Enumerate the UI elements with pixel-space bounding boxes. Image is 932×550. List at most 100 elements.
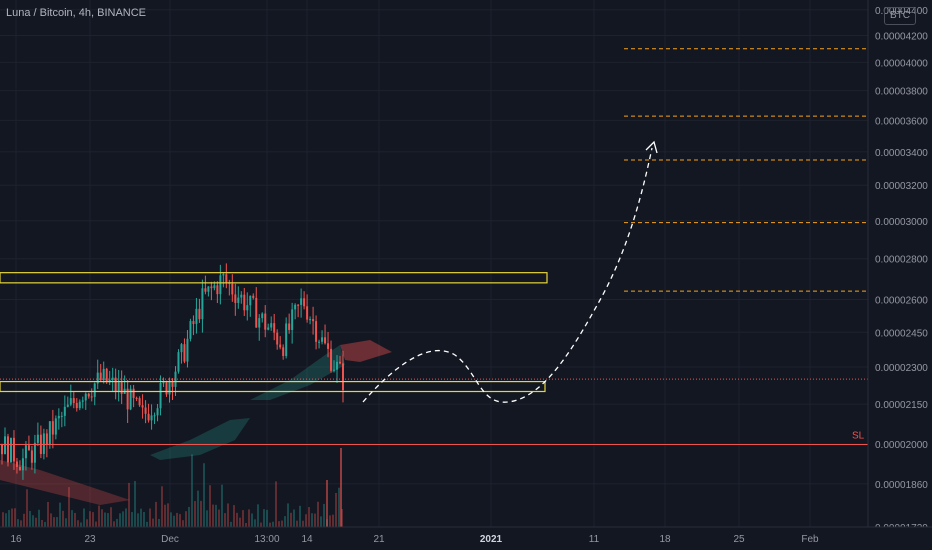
volume-bar <box>230 521 232 527</box>
volume-bar <box>38 509 40 527</box>
price-tick-label: 0.00001860 <box>875 480 928 491</box>
candle-body <box>48 421 51 445</box>
volume-bar <box>17 519 19 527</box>
volume-bar <box>116 518 118 527</box>
candle-body <box>291 309 294 330</box>
volume-bar <box>320 516 322 527</box>
volume-bar <box>143 511 145 527</box>
volume-bar <box>164 504 166 527</box>
resistance-zone <box>0 272 548 284</box>
volume-bar <box>197 490 199 527</box>
volume-bar <box>218 509 220 527</box>
candle-body <box>171 381 174 387</box>
candle-body <box>198 308 201 320</box>
volume-bar <box>305 514 307 527</box>
volume-bar <box>23 513 25 527</box>
volume-bar <box>284 516 286 527</box>
price-tick-label: 0.00003000 <box>875 217 928 228</box>
candle-body <box>21 458 24 471</box>
volume-bar <box>173 515 175 527</box>
candle-body <box>285 323 288 356</box>
time-tick-label: 13:00 <box>254 534 279 545</box>
candle-body <box>207 286 210 292</box>
volume-bar <box>122 511 124 527</box>
candle-body <box>210 286 213 289</box>
volume-bar <box>155 501 157 527</box>
volume-bar <box>233 505 235 527</box>
candle-body <box>279 344 282 348</box>
candle-body <box>66 404 69 407</box>
candle-body <box>213 285 216 289</box>
volume-bar <box>281 520 283 527</box>
candle-body <box>324 337 327 344</box>
candle-body <box>1 443 3 455</box>
volume-bar <box>242 510 244 527</box>
candle-body <box>204 288 207 292</box>
time-scale[interactable]: 16 23 Dec 13:00 14 21 2021 11 18 25 Feb <box>0 526 932 550</box>
price-tick-label: 0.00003600 <box>875 116 928 127</box>
volume-bar <box>104 512 106 527</box>
candle-body <box>183 344 186 362</box>
candle-body <box>273 323 276 333</box>
candle-body <box>90 396 93 398</box>
volume-bars <box>2 448 343 527</box>
candle-body <box>186 338 189 362</box>
volume-bar <box>29 510 31 527</box>
volume-bar <box>56 517 58 527</box>
volume-bar <box>131 512 133 527</box>
time-tick-label: 2021 <box>480 534 503 545</box>
price-tick-label: 0.00002600 <box>875 296 928 307</box>
volume-bar <box>176 512 178 527</box>
candle-body <box>63 406 66 416</box>
time-tick-label: Dec <box>161 534 179 545</box>
volume-bar <box>296 520 298 527</box>
volume-bar <box>239 517 241 527</box>
candle-body <box>69 398 72 405</box>
price-tick-label: 0.00002150 <box>875 400 928 411</box>
candle-body <box>24 445 27 459</box>
candle-body <box>147 413 150 421</box>
price-tick-label: 0.00002450 <box>875 328 928 339</box>
volume-bar <box>161 486 163 527</box>
volume-bar <box>209 485 211 527</box>
price-tick-label: 0.00003400 <box>875 148 928 159</box>
candle-body <box>261 313 264 319</box>
candle-body <box>78 401 81 409</box>
volume-bar <box>287 503 289 527</box>
candle-body <box>225 274 228 283</box>
candle-body <box>297 304 300 306</box>
volume-bar <box>62 510 64 527</box>
candle-body <box>150 415 153 421</box>
candle-body <box>87 393 90 397</box>
candle-body <box>84 393 87 401</box>
candle-body <box>258 318 261 328</box>
volume-bar <box>224 513 226 527</box>
candle-body <box>246 305 249 311</box>
candle-body <box>168 381 171 395</box>
stop-loss-tag: SL <box>852 431 865 442</box>
candle-body <box>321 337 324 342</box>
volume-bar <box>41 520 43 527</box>
candle-body <box>120 382 123 394</box>
grid <box>0 0 868 528</box>
cloud-region <box>0 460 130 505</box>
volume-bar <box>227 503 229 527</box>
candle-body <box>303 298 306 307</box>
volume-bar <box>74 512 76 527</box>
price-tick-label: 0.00004400 <box>875 6 928 17</box>
time-tick-label: 23 <box>84 534 96 545</box>
currency-badge[interactable]: BTC <box>884 7 916 25</box>
support-zone <box>0 380 546 393</box>
volume-bar <box>170 512 172 527</box>
volume-bar <box>335 492 337 527</box>
volume-bar <box>152 518 154 527</box>
candle-body <box>234 294 237 303</box>
volume-bar <box>107 513 109 527</box>
candle-body <box>12 437 15 462</box>
candle-body <box>15 461 18 468</box>
time-tick-label: 18 <box>659 534 671 545</box>
volume-bar <box>299 505 301 527</box>
candle-body <box>42 433 45 454</box>
price-scale[interactable]: 0.00004400 0.00004200 0.00004000 0.00003800… <box>867 0 932 550</box>
